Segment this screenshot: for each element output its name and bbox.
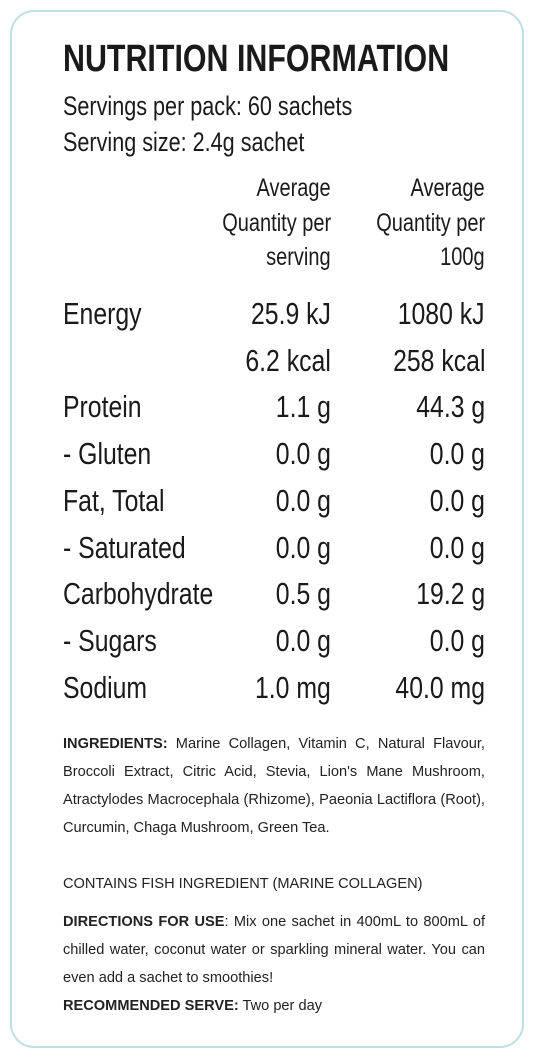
recommended: RECOMMENDED SERVE: Two per day	[63, 992, 485, 1020]
title: NUTRITION INFORMATION	[63, 38, 450, 80]
column-header: Average	[410, 174, 485, 202]
ingredients: INGREDIENTS: Marine Collagen, Vitamin C,…	[63, 730, 485, 842]
per-100g-value: 0.0 g	[429, 482, 485, 518]
per-serving-value: 0.0 g	[275, 529, 331, 565]
per-100g-value: 258 kcal	[392, 342, 485, 378]
row-label: Energy	[63, 296, 142, 331]
column-header: Average	[256, 174, 331, 202]
directions-label: DIRECTIONS FOR USE	[63, 914, 225, 930]
serving-size: Serving size: 2.4g sachet	[63, 127, 305, 157]
ingredients-label: INGREDIENTS:	[63, 736, 168, 752]
allergen: CONTAINS FISH INGREDIENT (MARINE COLLAGE…	[63, 876, 423, 892]
per-100g-value: 44.3 g	[416, 389, 485, 425]
row-label: - Saturated	[63, 529, 186, 565]
column-header: serving	[266, 243, 331, 271]
column-header: 100g	[440, 243, 486, 271]
per-serving-value: 25.9 kJ	[251, 296, 331, 331]
per-serving-value: 0.5 g	[275, 576, 331, 612]
per-serving-value: 0.0 g	[275, 622, 331, 658]
row-label: Sodium	[63, 669, 148, 705]
ingredients-text: Marine Collagen, Vitamin C, Natural Flav…	[63, 736, 485, 836]
directions-text: : Mix one sachet in 400mL to 800mL of ch…	[63, 914, 486, 986]
per-serving-value: 1.1 g	[275, 389, 331, 425]
per-100g-value: 0.0 g	[429, 622, 485, 658]
per-100g-value: 0.0 g	[429, 436, 485, 472]
row-label: Protein	[63, 389, 142, 425]
per-100g-value: 1080 kJ	[398, 296, 485, 331]
row-label: - Sugars	[63, 622, 157, 658]
per-100g-value: 19.2 g	[416, 576, 485, 612]
recommended-text: Two per day	[242, 998, 323, 1014]
column-header: Quantity per	[376, 208, 485, 237]
label-border	[10, 10, 524, 1048]
per-100g-value: 0.0 g	[429, 529, 485, 565]
per-100g-value: 40.0 mg	[395, 669, 485, 705]
directions: DIRECTIONS FOR USE: Mix one sachet in 40…	[63, 908, 485, 992]
row-label: Carbohydrate	[63, 576, 214, 612]
per-serving-value: 1.0 mg	[255, 669, 331, 705]
row-label: - Gluten	[63, 436, 152, 472]
per-serving-value: 6.2 kcal	[245, 342, 331, 378]
row-label: Fat, Total	[63, 482, 165, 518]
per-serving-value: 0.0 g	[275, 436, 331, 472]
servings-per-pack: Servings per pack: 60 sachets	[63, 91, 353, 121]
column-header: Quantity per	[222, 208, 331, 237]
recommended-label: RECOMMENDED SERVE:	[63, 998, 239, 1014]
per-serving-value: 0.0 g	[275, 482, 331, 518]
